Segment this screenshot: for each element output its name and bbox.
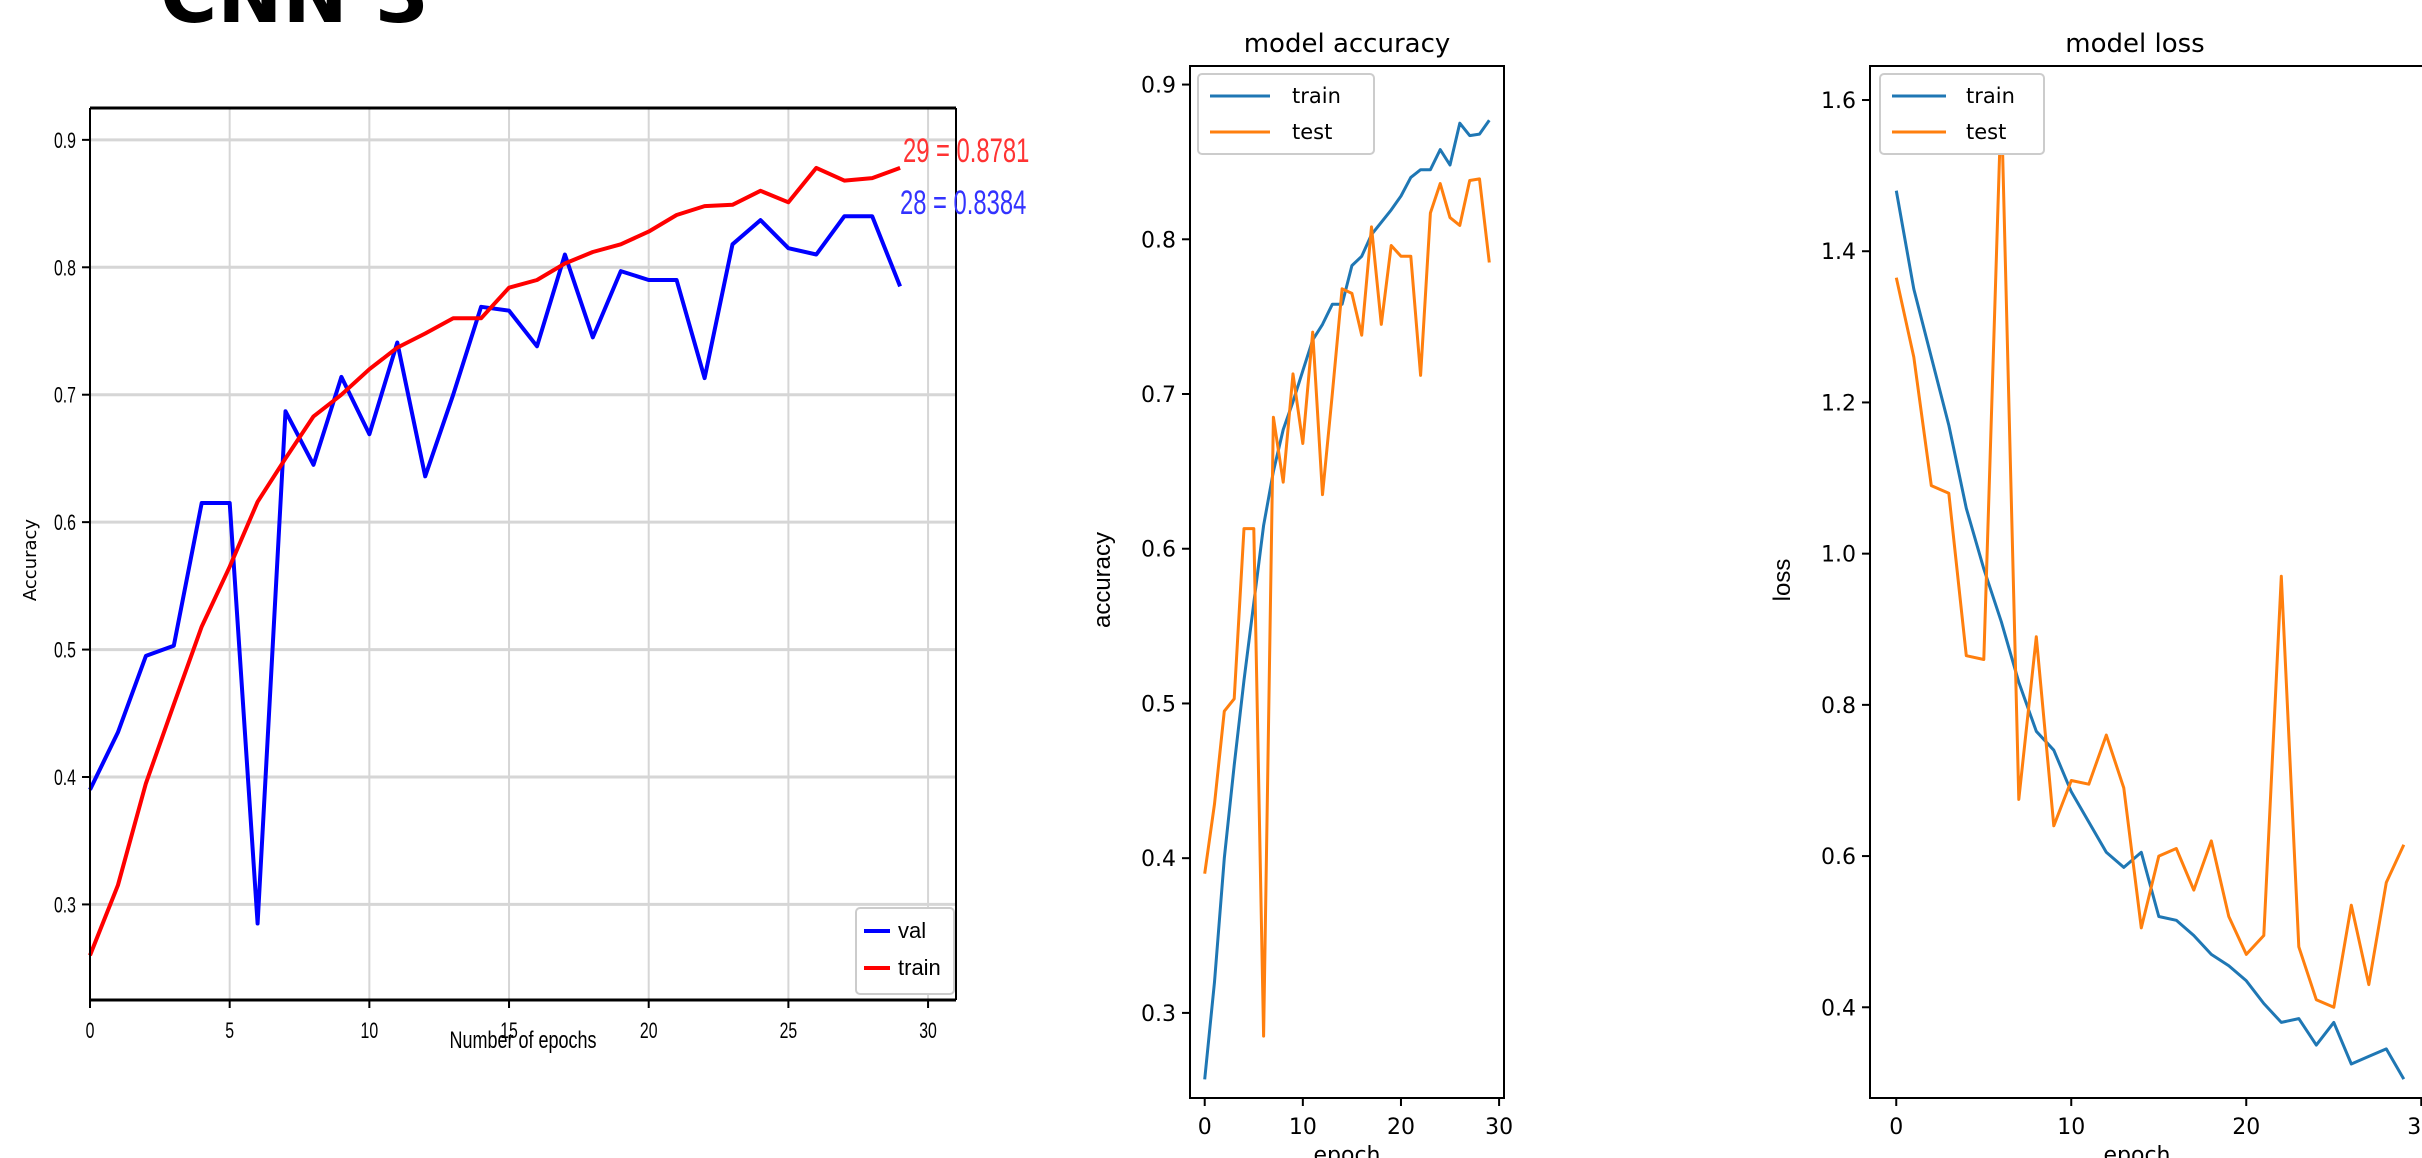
c2-ytick-label: 0.6 <box>1141 538 1176 563</box>
c2-ytick-label: 0.5 <box>1141 692 1176 717</box>
chart1-legend-label-val: val <box>898 918 926 943</box>
c2-ytick-label: 0.8 <box>1141 228 1176 253</box>
c2-xtick-label: 10 <box>1289 1115 1317 1140</box>
chart2-legend: train test <box>1197 73 1375 155</box>
c1-xtick-label: 25 <box>780 1020 798 1044</box>
c2-xtick-label: 0 <box>1198 1115 1212 1140</box>
c2-series-test <box>1203 177 1491 1038</box>
c1-xtick-label: 30 <box>919 1020 937 1044</box>
chart2-legend-box <box>1197 73 1375 155</box>
model-accuracy-chart: model accuracy 0.3 0.4 0.5 0.6 0.7 0.8 0.9 0 10 2… <box>1089 29 1513 1158</box>
c2-ytick-label: 0.7 <box>1141 383 1176 408</box>
c3-series-train <box>1894 190 2406 1080</box>
c3-xtick-label: 10 <box>2057 1115 2085 1140</box>
chart2-title: model accuracy <box>1244 29 1451 59</box>
c3-series-test <box>1894 98 2406 1009</box>
chart1-ylabel: Accuracy <box>20 519 41 602</box>
chart1-annotation-train: 29 = 0.8781 <box>903 132 1029 170</box>
chart3-plot-frame <box>1869 65 2422 1099</box>
c2-series-train <box>1203 119 1491 1080</box>
c1-series-train <box>88 165 901 957</box>
chart2-tick-labels: 0.3 0.4 0.5 0.6 0.7 0.8 0.9 0 10 20 30 <box>1141 74 1513 1140</box>
c3-ytick-label: 0.4 <box>1821 996 1856 1021</box>
c1-ytick-label: 0.3 <box>54 894 76 918</box>
c2-ytick-label: 0.9 <box>1141 74 1176 99</box>
chart3-tick-labels: 0.4 0.6 0.8 1.0 1.2 1.4 1.6 0 10 20 30 <box>1821 89 2422 1140</box>
header-fragment: CNN 3 <box>160 0 429 41</box>
chart2-legend-label-test: test <box>1292 120 1332 144</box>
chart3-ylabel: loss <box>1769 559 1796 602</box>
chart3-title: model loss <box>2065 29 2204 59</box>
chart3-legend: train test <box>1879 73 2045 155</box>
c1-ytick-label: 0.9 <box>54 129 76 153</box>
c2-ytick-label: 0.3 <box>1141 1002 1176 1027</box>
c1-ytick-label: 0.8 <box>54 257 76 281</box>
c1-series-val <box>88 214 902 926</box>
c3-xtick-label: 20 <box>2232 1115 2260 1140</box>
c1-xtick-label: 15 <box>500 1020 518 1044</box>
c3-ytick-label: 1.4 <box>1821 240 1856 265</box>
chart3-legend-box <box>1879 73 2045 155</box>
accuracy-comparison-chart: 0.3 0.4 0.5 0.6 0.7 0.8 0.9 0 5 10 15 20 25 30 Number… <box>20 106 1029 1054</box>
chart3-series-lines <box>1894 98 2406 1080</box>
c2-xtick-label: 20 <box>1387 1115 1415 1140</box>
c3-ytick-label: 1.2 <box>1821 391 1856 416</box>
c1-xtick-label: 20 <box>640 1020 658 1044</box>
c1-ytick-label: 0.4 <box>54 767 76 791</box>
model-loss-chart: model loss 0.40.60.81.01.21.41.60102030 … <box>1769 29 2422 1158</box>
chart2-series-lines <box>1203 119 1491 1080</box>
chart1-legend: val train <box>855 907 955 995</box>
c1-xtick-label: 0 <box>86 1020 95 1044</box>
c3-ytick-label: 1.0 <box>1821 543 1856 568</box>
chart1-series-lines <box>88 165 902 957</box>
c1-ytick-label: 0.7 <box>54 384 76 408</box>
chart1-tick-labels: 0.3 0.4 0.5 0.6 0.7 0.8 0.9 0 5 10 15 20 25 30 <box>54 129 937 1043</box>
chart1-annotation-val: 28 = 0.8384 <box>900 184 1026 222</box>
c2-xtick-label: 30 <box>1485 1115 1513 1140</box>
chart3-legend-label-test: test <box>1966 120 2006 144</box>
chart2-plot-frame <box>1189 65 1505 1099</box>
chart3-legend-label-train: train <box>1966 84 2015 108</box>
c1-ytick-label: 0.6 <box>54 512 76 536</box>
c1-ytick-label: 0.5 <box>54 639 76 663</box>
chart2-legend-label-train: train <box>1292 84 1341 108</box>
chart1-legend-label-train: train <box>898 955 941 980</box>
c3-ytick-label: 1.6 <box>1821 89 1856 114</box>
chart2-xlabel: epoch <box>1314 1143 1381 1158</box>
c3-xtick-label: 0 <box>1889 1115 1903 1140</box>
c3-ytick-label: 0.6 <box>1821 845 1856 870</box>
c2-ytick-label: 0.4 <box>1141 847 1176 872</box>
c1-xtick-label: 5 <box>225 1020 234 1044</box>
c1-xtick-label: 10 <box>361 1020 379 1044</box>
c3-ytick-label: 0.8 <box>1821 694 1856 719</box>
chart2-ylabel: accuracy <box>1089 532 1116 628</box>
c3-xtick-label: 30 <box>2407 1115 2422 1140</box>
chart1-xlabel: Number of epochs <box>449 1028 596 1054</box>
chart3-xlabel: epoch <box>2104 1143 2171 1158</box>
